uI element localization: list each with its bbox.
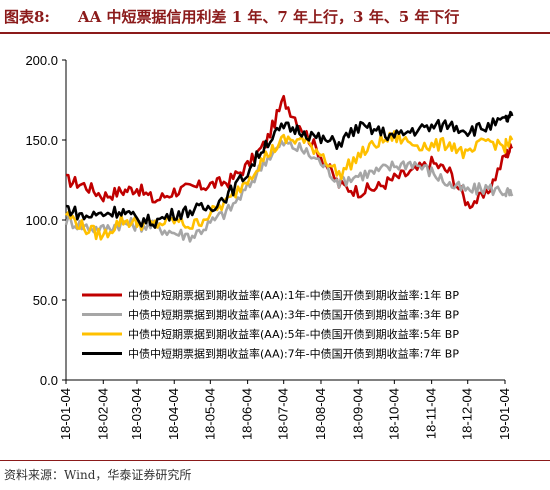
x-tick-label: 19-01-04 [497, 388, 512, 440]
y-tick-label: 200.0 [25, 53, 58, 68]
figure-header: 图表8: AA 中短票据信用利差 1 年、7 年上行，3 年、5 年下行 [0, 0, 550, 34]
legend-label-4: 中债中短期票据到期收益率(AA):7年-中债国开债到期收益率:7年 BP [128, 347, 459, 361]
legend-label-1: 中债中短期票据到期收益率(AA):1年-中债国开债到期收益率:1年 BP [128, 288, 459, 302]
y-tick-label: 0.0 [40, 373, 58, 388]
series-line-4 [65, 110, 514, 229]
y-tick-label: 100.0 [25, 213, 58, 228]
source-note: 资料来源：Wind，华泰证券研究所 [4, 468, 192, 482]
x-tick-label: 18-02-04 [95, 388, 110, 440]
figure-title: AA 中短票据信用利差 1 年、7 年上行，3 年、5 年下行 [78, 8, 460, 26]
footer-divider [0, 460, 550, 461]
x-tick-label: 18-09-04 [350, 388, 365, 440]
x-tick-label: 18-08-04 [313, 388, 328, 440]
x-tick-label: 18-05-04 [202, 388, 217, 440]
y-tick-label: 150.0 [25, 133, 58, 148]
y-tick-label: 50.0 [33, 293, 58, 308]
figure-label: 图表8: [4, 8, 50, 26]
x-tick-label: 18-06-04 [240, 388, 255, 440]
x-tick-label: 18-11-04 [424, 388, 439, 439]
legend-label-2: 中债中短期票据到期收益率(AA):3年-中债国开债到期收益率:3年 BP [128, 308, 459, 322]
x-tick-label: 18-10-04 [386, 388, 401, 440]
x-tick-label: 18-07-04 [276, 388, 291, 440]
legend-label-3: 中债中短期票据到期收益率(AA):5年-中债国开债到期收益率:5年 BP [128, 327, 459, 341]
series-line-1 [65, 94, 514, 210]
line-chart: 0.0 50.0 100.0 150.0 200.0 18-01-04 18-02-04 18… [25, 53, 514, 440]
x-tick-label: 18-03-04 [129, 388, 144, 440]
x-tick-label: 18-04-04 [166, 388, 181, 440]
x-tick-label: 18-01-04 [58, 388, 73, 440]
x-tick-label: 18-12-04 [460, 388, 475, 440]
